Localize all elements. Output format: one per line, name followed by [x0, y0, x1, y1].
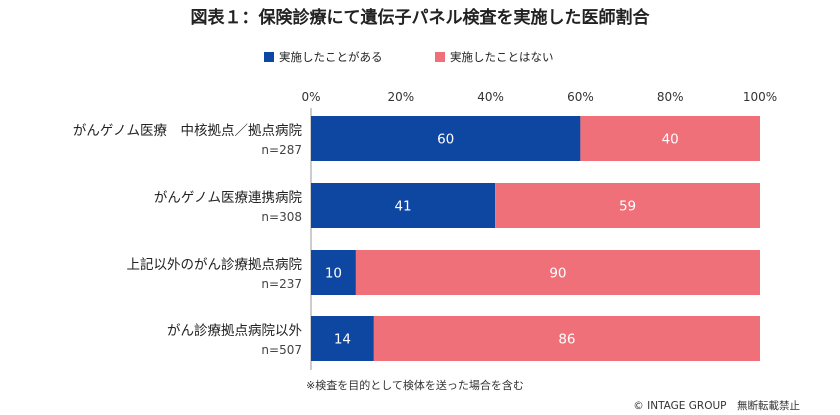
footnote: ※検査を目的として検体を送った場合を含む: [306, 378, 524, 392]
legend: 実施したことがある 実施したことはない: [264, 50, 554, 64]
x-tick-label: 40%: [477, 90, 504, 104]
x-tick-label: 0%: [301, 90, 320, 104]
bar-segment-1: [311, 316, 374, 361]
legend-label-1: 実施したことがある: [279, 50, 383, 64]
x-tick-label: 100%: [743, 90, 777, 104]
x-tick-label: 80%: [657, 90, 684, 104]
legend-swatch-2: [435, 52, 445, 62]
data-label: 14: [334, 332, 351, 348]
sample-size-label: n=507: [261, 343, 302, 357]
category-label: がん診療拠点病院以外: [167, 322, 302, 339]
copyright: © INTAGE GROUP 無断転載禁止: [633, 399, 800, 412]
data-label: 90: [549, 266, 566, 282]
data-label: 60: [437, 132, 454, 148]
data-label: 41: [394, 199, 411, 215]
legend-swatch-1: [264, 52, 274, 62]
bar-rows: がんゲノム医療 中核拠点／拠点病院 n=287 60 40 がんゲノム医療連携病院 n=3…: [73, 116, 760, 361]
x-tick-label: 20%: [387, 90, 414, 104]
legend-label-2: 実施したことはない: [450, 50, 554, 64]
bar-segment-2: [495, 183, 760, 228]
sample-size-label: n=287: [261, 143, 302, 157]
sample-size-label: n=308: [261, 210, 302, 224]
data-label: 40: [662, 132, 679, 148]
bar-segment-1: [311, 250, 356, 295]
data-label: 86: [558, 332, 575, 348]
bar-segment-2: [580, 116, 760, 161]
category-label: 上記以外のがん診療拠点病院: [127, 256, 303, 273]
category-label: がんゲノム医療連携病院: [154, 189, 303, 206]
x-tick-label: 60%: [567, 90, 594, 104]
bar-segment-1: [311, 183, 496, 228]
sample-size-label: n=237: [261, 277, 302, 291]
bar-segment-1: [311, 116, 581, 161]
category-label: がんゲノム医療 中核拠点／拠点病院: [73, 122, 303, 139]
data-label: 59: [619, 199, 636, 215]
bar-segment-2: [373, 316, 760, 361]
chart-title: 図表１：保険診療にて遺伝子パネル検査を実施した医師割合: [191, 7, 651, 28]
data-label: 10: [325, 266, 342, 282]
bar-segment-2: [355, 250, 760, 295]
